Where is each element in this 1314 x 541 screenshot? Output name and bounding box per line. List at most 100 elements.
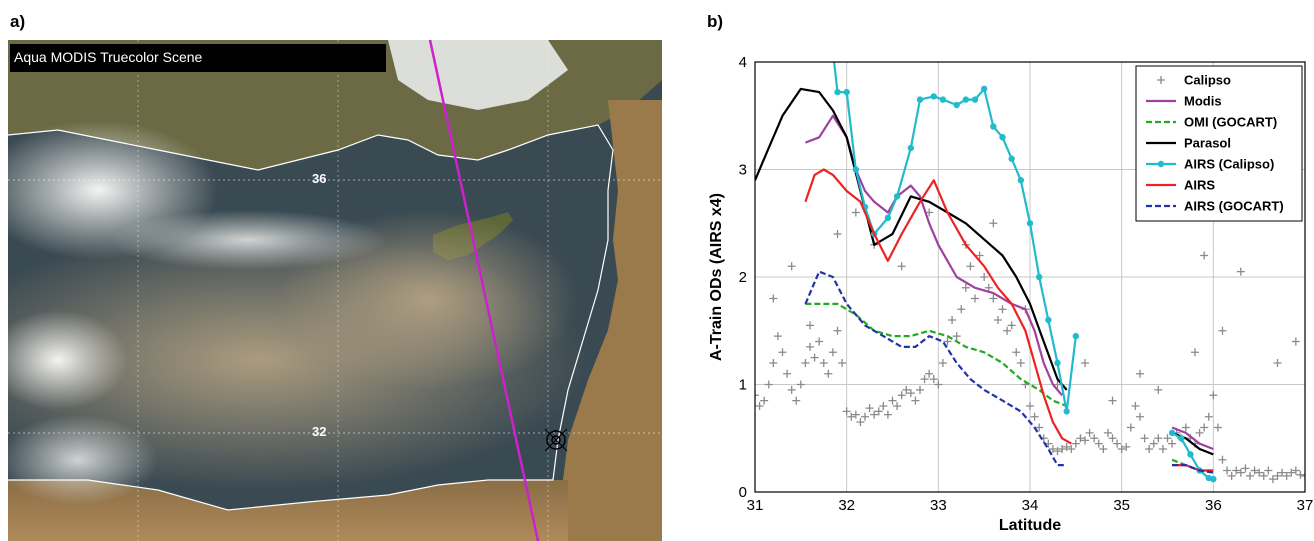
airs-calipso-point bbox=[953, 101, 960, 109]
calipso-point bbox=[1076, 434, 1085, 443]
airs-calipso-point bbox=[980, 85, 988, 93]
calipso-point bbox=[796, 380, 805, 389]
calipso-point bbox=[989, 294, 998, 303]
airs-calipso-point bbox=[843, 88, 850, 96]
calipso-point bbox=[1099, 445, 1108, 453]
calipso-point bbox=[769, 359, 778, 367]
x-axis-label: Latitude bbox=[999, 517, 1061, 534]
calipso-point bbox=[1090, 434, 1099, 443]
calipso-point bbox=[874, 407, 883, 416]
calipso-point bbox=[943, 337, 952, 346]
calipso-point bbox=[861, 412, 869, 421]
airs-calipso-point bbox=[971, 96, 979, 103]
airs-calipso-point bbox=[830, 48, 836, 54]
calipso-point bbox=[1296, 470, 1305, 479]
calipso-point bbox=[1145, 445, 1154, 453]
lat-label-32: 32 bbox=[312, 424, 326, 439]
calipso-point bbox=[1108, 434, 1117, 443]
calipso-point bbox=[1067, 445, 1076, 453]
airs-calipso-point bbox=[1026, 220, 1034, 227]
legend-label-parasol: Parasol bbox=[1184, 136, 1231, 151]
calipso-point bbox=[920, 375, 929, 384]
calipso-point bbox=[1136, 369, 1144, 378]
y-tick-label: 2 bbox=[739, 269, 747, 286]
calipso-point bbox=[984, 283, 993, 292]
omi-gocart-line bbox=[805, 302, 1068, 408]
calipso-point bbox=[755, 391, 759, 400]
legend-label-omi-gocart: OMI (GOCART) bbox=[1184, 115, 1277, 130]
calipso-point bbox=[783, 369, 792, 378]
calipso-point bbox=[1117, 445, 1126, 453]
calipso-point bbox=[975, 251, 984, 260]
legend-label-airs: AIRS bbox=[1184, 178, 1215, 193]
calipso-point bbox=[888, 396, 897, 405]
calipso-point bbox=[1204, 412, 1213, 421]
calipso-point bbox=[961, 283, 970, 292]
series-omi-gocart bbox=[805, 302, 1214, 472]
calipso-point bbox=[897, 391, 906, 400]
calipso-point bbox=[1154, 434, 1163, 443]
calipso-point bbox=[815, 337, 824, 346]
legend-label-calipso: Calipso bbox=[1184, 73, 1231, 88]
legend-swatch-calipso bbox=[1157, 76, 1165, 84]
y-tick-label: 3 bbox=[739, 162, 747, 179]
target-marker-icon bbox=[544, 428, 568, 452]
y-tick-label: 1 bbox=[739, 377, 747, 394]
calipso-point bbox=[1191, 348, 1199, 357]
calipso-point bbox=[865, 404, 874, 413]
airs-calipso-point bbox=[852, 166, 860, 173]
calipso-point bbox=[893, 402, 902, 410]
calipso-point bbox=[1227, 471, 1236, 480]
airs-calipso-point bbox=[916, 96, 924, 103]
airs-calipso-point bbox=[1168, 429, 1176, 437]
calipso-point bbox=[1200, 251, 1209, 260]
y-axis-label: A-Train ODs (AIRS x4) bbox=[708, 193, 725, 361]
airs-calipso-point bbox=[1063, 408, 1070, 415]
calipso-point bbox=[1181, 423, 1190, 432]
airs-calipso-point bbox=[893, 193, 901, 200]
calipso-point bbox=[1255, 468, 1264, 477]
calipso-point bbox=[1081, 359, 1089, 367]
calipso-point bbox=[929, 375, 938, 384]
calipso-point bbox=[851, 410, 860, 419]
calipso-point bbox=[1218, 326, 1227, 335]
calipso-point bbox=[925, 369, 934, 378]
airs-calipso-point bbox=[1072, 332, 1080, 340]
calipso-point bbox=[1232, 466, 1241, 475]
calipso-point bbox=[934, 380, 943, 389]
airs-gocart-line bbox=[1172, 464, 1214, 474]
plot-frame bbox=[754, 61, 1306, 493]
airs-calipso-point bbox=[1045, 316, 1052, 324]
x-tick-label: 35 bbox=[1113, 497, 1130, 514]
airs-calipso-point bbox=[1008, 155, 1015, 162]
calipso-point bbox=[1158, 445, 1167, 453]
airs-calipso-point bbox=[962, 96, 970, 103]
legend-label-airs-calipso: AIRS (Calipso) bbox=[1184, 157, 1274, 172]
calipso-point bbox=[856, 418, 865, 427]
calipso-point bbox=[838, 359, 847, 367]
calipso-point bbox=[1053, 447, 1062, 456]
calipso-point bbox=[938, 359, 947, 367]
legend-label-airs-gocart: AIRS (GOCART) bbox=[1184, 199, 1284, 214]
calipso-point bbox=[819, 359, 828, 367]
calipso-point bbox=[833, 326, 842, 335]
southern-coast-land bbox=[8, 480, 568, 541]
calipso-point bbox=[902, 385, 911, 394]
calipso-point bbox=[998, 305, 1007, 314]
calipso-point bbox=[1168, 439, 1177, 448]
calipso-point bbox=[1282, 471, 1291, 480]
airs-calipso-point bbox=[1187, 451, 1194, 458]
calipso-point bbox=[1108, 396, 1117, 405]
calipso-point bbox=[824, 369, 833, 378]
calipso-point bbox=[1246, 471, 1254, 480]
airs-calipso-point bbox=[1210, 475, 1217, 483]
x-tick-label: 33 bbox=[930, 497, 947, 514]
calipso-point bbox=[769, 294, 778, 303]
calipso-point bbox=[1195, 428, 1204, 437]
airs-calipso-point bbox=[990, 123, 997, 130]
airs-calipso-point bbox=[930, 93, 937, 100]
calipso-point bbox=[764, 380, 773, 389]
airs-calipso-point bbox=[884, 214, 892, 222]
calipso-point bbox=[1071, 439, 1080, 448]
